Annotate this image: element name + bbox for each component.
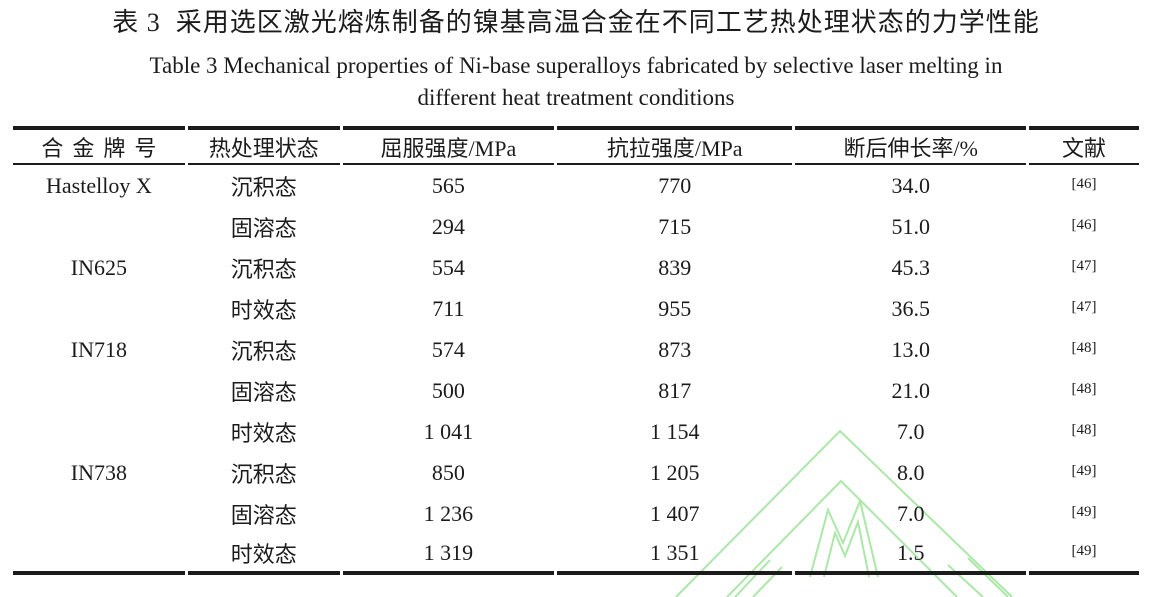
table-row: 时效态 711 955 36.5 [47] [13,288,1139,329]
heat-treatment-cell: 固溶态 [230,215,297,241]
alloy-cell [13,493,185,534]
reference-cell: [49] [1029,493,1139,534]
reference-cell: [46] [1029,165,1139,206]
elongation-cell: 7.0 [897,418,925,444]
header-elongation: 断后伸长率/% [795,126,1027,165]
table-caption-en-line1: Table 3 Mechanical properties of Ni-base… [149,53,1003,78]
table-row: 固溶态 500 817 21.0 [48] [13,370,1139,411]
heat-treatment-cell: 沉积态 [230,461,297,487]
alloy-cell: Hastelloy X [46,172,152,198]
yield-strength-cell: 711 [432,295,465,321]
table-row: 时效态 1 041 1 154 7.0 [48] [13,411,1139,452]
header-heat-treatment: 热处理状态 [187,126,340,165]
reference-citation: [48] [1071,421,1097,438]
tensile-strength-cell: 1 407 [649,500,700,526]
heat-treatment-cell: 沉积态 [230,256,297,282]
tensile-strength-cell: 715 [658,213,692,239]
table-caption-en-line2: different heat treatment conditions [417,85,735,110]
elongation-cell: 1.5 [795,534,1027,575]
reference-citation: [47] [1071,257,1097,274]
elongation-cell: 51.0 [891,213,931,239]
reference-citation: [49] [1071,462,1097,479]
yield-strength-cell: 565 [431,172,465,198]
yield-strength-cell: 554 [431,254,465,280]
mechanical-properties-table: 合金牌号 热处理状态 屈服强度/MPa 抗拉强度/MPa 断后伸长率/% 文献 … [10,126,1142,575]
alloy-cell: IN738 [70,459,127,485]
header-yield-strength: 屈服强度/MPa [342,126,554,165]
heat-treatment-cell: 固溶态 [230,379,297,405]
reference-cell: [47] [1029,247,1139,288]
reference-cell: [47] [1029,288,1139,329]
yield-strength-cell: 574 [431,336,465,362]
table-body: Hastelloy X 沉积态 565 770 34.0 [46] 固溶态 294 715 51.… [13,165,1139,575]
header-reference: 文献 [1029,126,1139,165]
heat-treatment-cell: 沉积态 [230,174,297,200]
reference-citation: [49] [1071,503,1097,520]
yield-strength-cell: 1 319 [342,534,554,575]
reference-cell: [48] [1029,329,1139,370]
heat-treatment-cell: 时效态 [230,420,297,446]
tensile-strength-cell: 955 [658,295,692,321]
yield-strength-cell: 850 [431,459,465,485]
table-row: IN738 沉积态 850 1 205 8.0 [49] [13,452,1139,493]
table-3-container: 合金牌号 热处理状态 屈服强度/MPa 抗拉强度/MPa 断后伸长率/% 文献 … [10,126,1142,575]
alloy-cell [13,411,185,452]
reference-citation: [47] [1071,298,1097,315]
table-row: 时效态 1 319 1 351 1.5 [49] [13,534,1139,575]
elongation-cell: 36.5 [891,295,931,321]
elongation-cell: 34.0 [891,172,931,198]
yield-strength-cell: 500 [431,377,465,403]
elongation-cell: 13.0 [891,336,931,362]
reference-citation: [48] [1071,339,1097,356]
tensile-strength-cell: 839 [658,254,692,280]
table-caption-zh: 表 3 采用选区激光熔炼制备的镍基高温合金在不同工艺热处理状态的力学性能 [112,8,1040,37]
alloy-cell: IN718 [70,336,127,362]
alloy-cell [13,370,185,411]
table-row: IN718 沉积态 574 873 13.0 [48] [13,329,1139,370]
tensile-strength-cell: 1 205 [649,459,700,485]
tensile-strength-cell: 873 [658,336,692,362]
reference-citation: [46] [1071,175,1097,192]
tensile-strength-cell: 770 [658,172,692,198]
tensile-strength-cell: 817 [658,377,692,403]
alloy-cell [13,288,185,329]
table-row: 固溶态 1 236 1 407 7.0 [49] [13,493,1139,534]
yield-strength-cell: 1 041 [423,418,474,444]
table-row: 固溶态 294 715 51.0 [46] [13,206,1139,247]
yield-strength-cell: 1 236 [423,500,474,526]
header-row: 合金牌号 热处理状态 屈服强度/MPa 抗拉强度/MPa 断后伸长率/% 文献 [13,126,1139,165]
reference-cell: [49] [1029,534,1139,575]
heat-treatment-cell: 沉积态 [230,338,297,364]
heat-treatment-cell: 时效态 [230,297,297,323]
reference-citation: [46] [1071,216,1097,233]
reference-cell: [48] [1029,411,1139,452]
elongation-cell: 45.3 [891,254,931,280]
header-tensile-strength: 抗拉强度/MPa [556,126,793,165]
heat-treatment-cell: 固溶态 [230,502,297,528]
table-row: Hastelloy X 沉积态 565 770 34.0 [46] [13,165,1139,206]
header-alloy: 合金牌号 [13,126,185,165]
alloy-cell [13,534,185,575]
alloy-cell [13,206,185,247]
reference-cell: [46] [1029,206,1139,247]
reference-citation: [48] [1071,380,1097,397]
table-row: IN625 沉积态 554 839 45.3 [47] [13,247,1139,288]
heat-treatment-cell: 时效态 [187,534,340,575]
tensile-strength-cell: 1 154 [649,418,700,444]
elongation-cell: 21.0 [891,377,931,403]
elongation-cell: 8.0 [897,459,925,485]
reference-cell: [48] [1029,370,1139,411]
tensile-strength-cell: 1 351 [556,534,793,575]
elongation-cell: 7.0 [897,500,925,526]
reference-citation: [49] [1071,542,1097,559]
yield-strength-cell: 294 [431,213,465,239]
alloy-cell: IN625 [70,254,127,280]
reference-cell: [49] [1029,452,1139,493]
